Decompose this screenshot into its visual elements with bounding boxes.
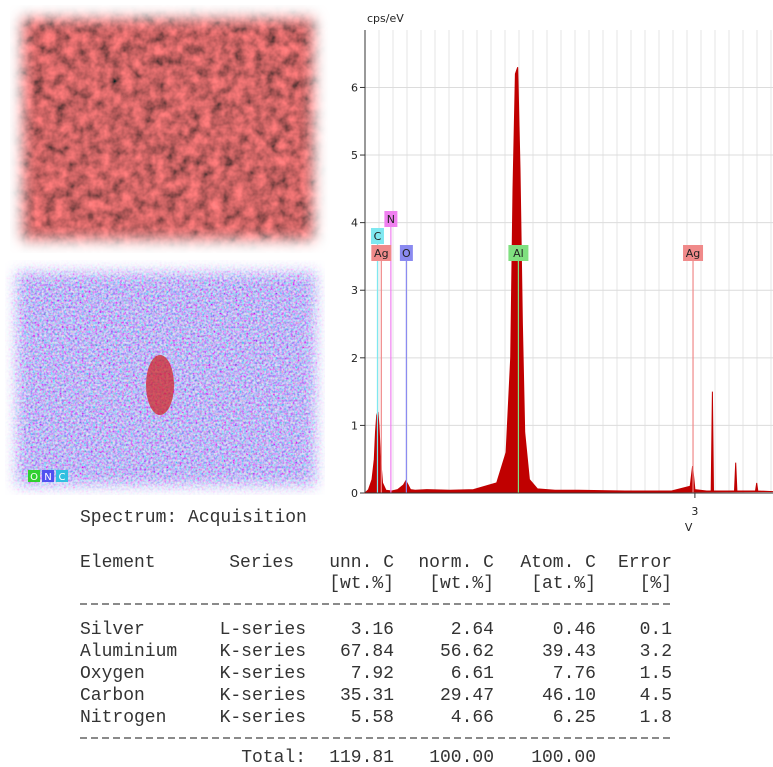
element-map <box>5 260 325 495</box>
column-unit: [wt.%] <box>429 574 494 594</box>
y-tick-label: 6 <box>351 81 358 94</box>
column-header: Series <box>229 553 294 573</box>
table-cell: 7.76 <box>553 664 596 684</box>
table-cell: 35.31 <box>340 686 394 706</box>
table-cell: Oxygen <box>80 664 145 684</box>
table-cell: 4.66 <box>451 708 494 728</box>
table-cell: 1.5 <box>640 664 672 684</box>
x-axis-label: V <box>685 521 693 534</box>
table-cell: Nitrogen <box>80 708 166 728</box>
map-legend-box <box>28 470 40 482</box>
element-box <box>683 245 704 261</box>
table-cell: K-series <box>220 642 306 662</box>
table-cell: 3.16 <box>351 620 394 640</box>
element-label: Ag <box>374 247 389 260</box>
table-cell: 39.43 <box>542 642 596 662</box>
element-label: N <box>387 213 395 226</box>
plot-area <box>365 30 773 493</box>
column-header: Atom. C <box>520 553 596 573</box>
table-title: Spectrum: Acquisition <box>80 508 307 528</box>
column-header: Error <box>618 553 672 573</box>
table-cell: 46.10 <box>542 686 596 706</box>
column-header: norm. C <box>418 553 494 573</box>
table-cell: 7.92 <box>351 664 394 684</box>
x-tick-label: 3 <box>691 505 698 518</box>
element-box <box>508 245 529 261</box>
column-unit: [%] <box>640 574 672 594</box>
table-cell: 67.84 <box>340 642 394 662</box>
results-table: Spectrum: Acquisition Element Series unn. C… <box>80 508 672 767</box>
element-box <box>384 211 398 227</box>
table-cell: 56.62 <box>440 642 494 662</box>
map-legend-label: O <box>30 472 38 483</box>
table-cell: 3.2 <box>640 642 672 662</box>
element-box <box>370 228 384 244</box>
y-tick-label: 3 <box>351 284 358 297</box>
table-cell: 4.5 <box>640 686 672 706</box>
table-cell: Silver <box>80 620 145 640</box>
table-cell: K-series <box>220 708 306 728</box>
map-legend-label: N <box>44 472 51 483</box>
table-cell: K-series <box>220 686 306 706</box>
table-cell: 29.47 <box>440 686 494 706</box>
map-legend-label: C <box>59 472 66 483</box>
y-axis-label: cps/eV <box>367 12 404 25</box>
table-cell: L-series <box>220 620 306 640</box>
total-label: Total: <box>241 748 306 767</box>
table-cell: 1.8 <box>640 708 672 728</box>
table-cell: 6.25 <box>553 708 596 728</box>
element-label: O <box>402 247 411 260</box>
y-tick-label: 4 <box>351 217 358 230</box>
total-value: 100.00 <box>531 748 596 767</box>
total-value: 100.00 <box>429 748 494 767</box>
table-cell: 6.61 <box>451 664 494 684</box>
table-cell: 0.46 <box>553 620 596 640</box>
element-label: Al <box>513 247 524 260</box>
y-tick-label: 2 <box>351 352 358 365</box>
element-label: C <box>374 230 382 243</box>
y-tick-label: 0 <box>351 487 358 500</box>
spectrum-chart: 0 1 2 3 4 5 6 3 cps/eV V CN Ag O Al Ag <box>351 12 773 534</box>
y-tick-label: 1 <box>351 419 358 432</box>
sem-photo <box>10 5 330 253</box>
table-cell: 5.58 <box>351 708 394 728</box>
total-value: 119.81 <box>329 748 394 767</box>
element-box <box>371 245 392 261</box>
element-box <box>399 245 413 261</box>
element-label: Ag <box>686 247 701 260</box>
table-cell: Aluminium <box>80 642 177 662</box>
column-header: Element <box>80 553 156 573</box>
column-unit: [wt.%] <box>329 574 394 594</box>
column-header: unn. C <box>329 553 394 573</box>
map-legend-box <box>56 470 68 482</box>
table-cell: K-series <box>220 664 306 684</box>
y-tick-label: 5 <box>351 149 358 162</box>
column-unit: [at.%] <box>531 574 596 594</box>
table-cell: 2.64 <box>451 620 494 640</box>
table-cell: Carbon <box>80 686 145 706</box>
map-legend-box <box>42 470 54 482</box>
table-cell: 0.1 <box>640 620 672 640</box>
